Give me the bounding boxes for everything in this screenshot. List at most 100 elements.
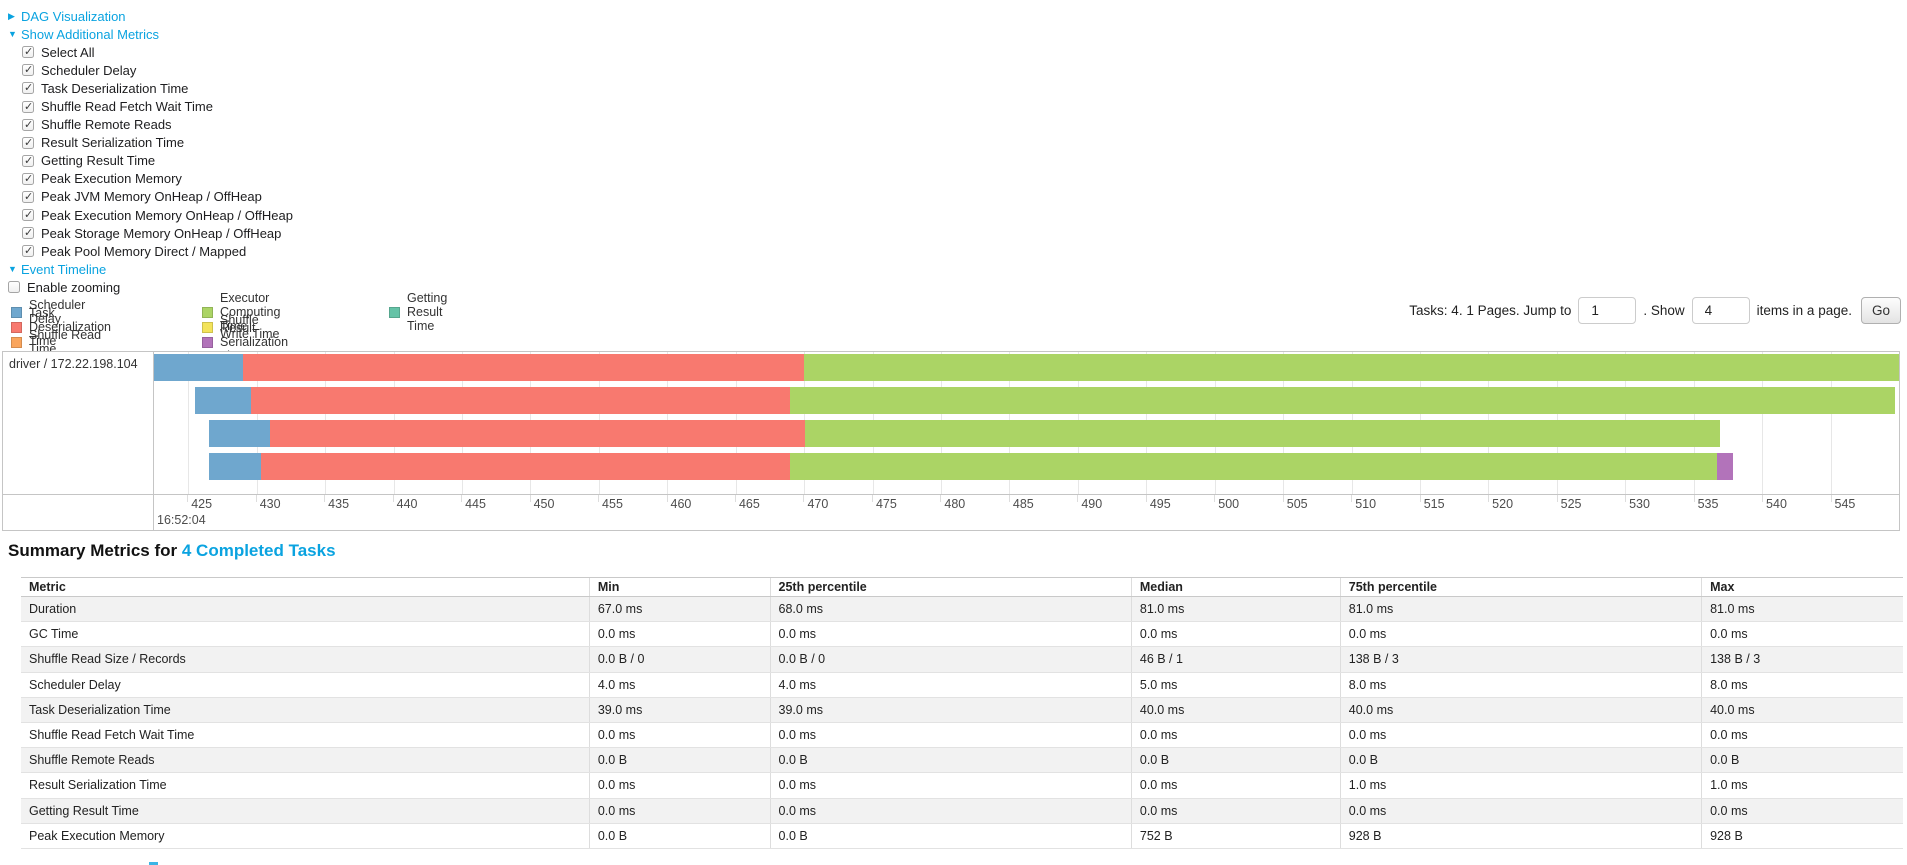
table-cell: 0.0 B: [1701, 747, 1903, 774]
metric-checkbox-label: Task Deserialization Time: [41, 80, 189, 96]
table-row: Shuffle Remote Reads 0.0 B 0.0 B 0.0 B 0.0 B…: [21, 747, 1903, 774]
table-cell: 0.0 ms: [1701, 722, 1903, 749]
completed-tasks-link[interactable]: 4 Completed Tasks: [181, 541, 336, 560]
table-cell: 1.0 ms: [1701, 772, 1903, 799]
table-cell: 0.0 ms: [588, 772, 771, 799]
task-segment-result-serialization-time[interactable]: [1716, 453, 1734, 480]
table-cell: 0.0 ms: [1130, 621, 1341, 648]
table-cell: Shuffle Read Size / Records: [21, 646, 590, 673]
metric-checkbox-row[interactable]: Peak Execution Memory OnHeap / OffHeap: [8, 206, 293, 224]
task-segment-scheduler-delay[interactable]: [195, 387, 252, 414]
metric-checkbox[interactable]: [22, 81, 34, 95]
axis-major-time-label: 16:52:04: [157, 513, 206, 527]
metric-checkbox-row[interactable]: Result Serialization Time: [8, 134, 293, 152]
metric-checkbox-row[interactable]: Peak JVM Memory OnHeap / OffHeap: [8, 188, 293, 206]
metric-checkbox[interactable]: [22, 208, 34, 222]
table-cell: 0.0 B: [769, 747, 1132, 774]
table-header-cell: Max: [1701, 577, 1903, 597]
metric-checkbox-row[interactable]: Peak Storage Memory OnHeap / OffHeap: [8, 224, 293, 242]
task-timeline-bar[interactable]: [208, 420, 1720, 447]
table-header-cell: Min: [588, 577, 771, 597]
task-segment-task-deserialization-time[interactable]: [260, 453, 791, 480]
event-timeline-toggle[interactable]: ▼ Event Timeline: [8, 260, 293, 278]
axis-tick-mark: [1008, 495, 1010, 502]
axis-tick-label: 540: [1766, 497, 1787, 511]
table-cell: Peak Execution Memory: [21, 823, 590, 849]
metric-checkbox-row[interactable]: Shuffle Read Fetch Wait Time: [8, 97, 293, 115]
metric-checkbox[interactable]: [22, 45, 34, 59]
task-segment-executor-computing-time[interactable]: [790, 387, 1895, 414]
axis-tick-label: 505: [1286, 497, 1308, 511]
axis-tick-label: 430: [259, 497, 281, 511]
table-cell: 0.0 ms: [1339, 722, 1702, 749]
metric-checkbox[interactable]: [22, 63, 34, 77]
enable-zooming-label: Enable zooming: [27, 279, 121, 295]
task-segment-scheduler-delay[interactable]: [208, 420, 271, 447]
task-segment-scheduler-delay[interactable]: [154, 354, 243, 381]
metric-checkbox[interactable]: [22, 172, 34, 185]
metric-checkbox[interactable]: [22, 190, 34, 203]
page-size-input[interactable]: [1691, 297, 1750, 324]
metric-checkbox-row[interactable]: Task Deserialization Time: [8, 79, 293, 97]
task-segment-executor-computing-time[interactable]: [804, 354, 1899, 381]
table-cell: 67.0 ms: [588, 596, 771, 623]
table-cell: Shuffle Read Fetch Wait Time: [21, 722, 590, 749]
axis-tick-label: 485: [1012, 497, 1034, 511]
task-segment-task-deserialization-time[interactable]: [251, 387, 791, 414]
metric-checkbox-row[interactable]: Scheduler Delay: [8, 61, 293, 79]
axis-tick-mark: [1214, 495, 1216, 502]
jump-to-page-input[interactable]: [1578, 297, 1637, 324]
table-cell: 5.0 ms: [1130, 672, 1341, 698]
legend-column: Getting Result Time: [389, 291, 447, 333]
task-timeline-bar[interactable]: [154, 354, 1899, 381]
event-timeline-link[interactable]: Event Timeline: [21, 261, 107, 277]
task-segment-task-deserialization-time[interactable]: [242, 354, 805, 381]
table-header-cell: Metric: [21, 577, 590, 597]
legend-label: Task Deserialization Time: [29, 306, 111, 349]
table-cell: 752 B: [1130, 823, 1341, 849]
axis-gridline: [1830, 352, 1832, 494]
metric-checkbox[interactable]: [22, 244, 34, 258]
cutoff-next-section-fragment: [149, 862, 158, 865]
dag-visualization-link[interactable]: DAG Visualization: [21, 8, 126, 24]
go-button[interactable]: Go: [1860, 297, 1901, 324]
task-segment-scheduler-delay[interactable]: [208, 453, 261, 480]
table-cell: 39.0 ms: [769, 697, 1132, 723]
legend-swatch-icon: [11, 321, 22, 333]
task-segment-task-deserialization-time[interactable]: [270, 420, 806, 447]
metric-checkbox[interactable]: [22, 154, 34, 167]
show-additional-metrics-link[interactable]: Show Additional Metrics: [21, 26, 160, 42]
metric-checkbox[interactable]: [22, 136, 34, 149]
metric-checkbox[interactable]: [22, 100, 34, 113]
axis-tick-label: 510: [1355, 497, 1377, 511]
metric-checkbox-row[interactable]: Select All: [8, 43, 293, 61]
metric-checkbox-label: Peak Execution Memory OnHeap / OffHeap: [41, 207, 293, 223]
task-timeline-bar[interactable]: [195, 387, 1895, 414]
table-cell: 68.0 ms: [769, 596, 1132, 623]
pager-show-text: . Show: [1643, 303, 1685, 318]
metric-checkbox[interactable]: [22, 118, 34, 131]
legend-item: Getting Result Time: [389, 291, 447, 333]
metric-checkbox-row[interactable]: Peak Execution Memory: [8, 170, 293, 188]
show-additional-metrics-toggle[interactable]: ▼ Show Additional Metrics: [8, 25, 293, 43]
legend-label: Executor Computing Time: [220, 291, 281, 334]
task-timeline-bar[interactable]: [208, 453, 1734, 480]
axis-tick-mark: [1419, 495, 1421, 502]
table-cell: 138 B / 3: [1701, 646, 1903, 673]
enable-zooming-row[interactable]: Enable zooming: [8, 278, 293, 296]
metric-checkbox-row[interactable]: Getting Result Time: [8, 152, 293, 170]
table-row: Duration 67.0 ms 68.0 ms 81.0 ms 81.0 ms 81.0…: [21, 596, 1903, 623]
summary-metrics-table: Metric Min 25th percentile Median 75th perce…: [21, 577, 1903, 849]
axis-tick-label: 450: [533, 497, 555, 511]
table-cell: 0.0 ms: [1339, 621, 1702, 648]
enable-zooming-checkbox[interactable]: [8, 281, 20, 294]
dag-visualization-toggle[interactable]: ▶ DAG Visualization: [8, 7, 293, 25]
task-segment-executor-computing-time[interactable]: [805, 420, 1720, 447]
legend-swatch-icon: [202, 336, 213, 348]
metric-checkbox[interactable]: [22, 226, 34, 240]
axis-tick-mark: [1693, 495, 1695, 502]
legend-item: Task Deserialization Time: [11, 306, 111, 348]
metric-checkbox-row[interactable]: Peak Pool Memory Direct / Mapped: [8, 242, 293, 260]
metric-checkbox-row[interactable]: Shuffle Remote Reads: [8, 116, 293, 134]
task-segment-executor-computing-time[interactable]: [790, 453, 1717, 480]
